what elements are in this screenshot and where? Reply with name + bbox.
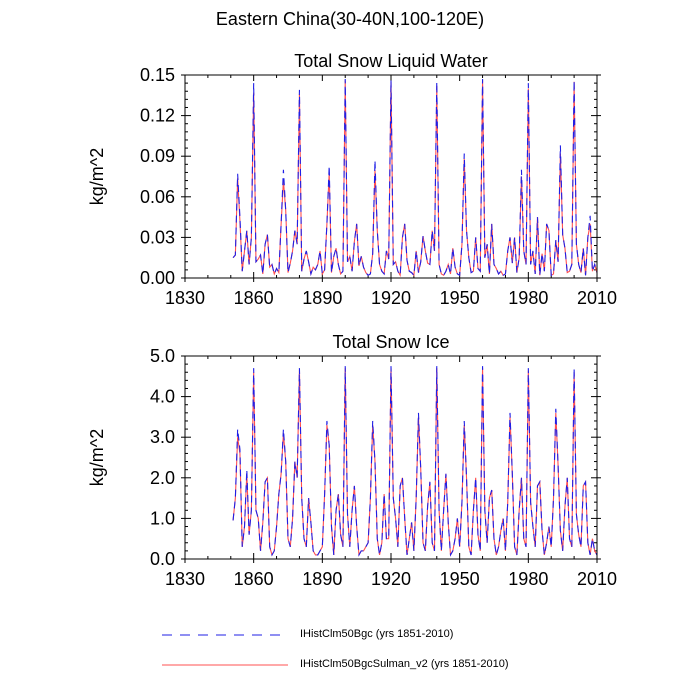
y-tick-label: 5.0 bbox=[150, 346, 175, 366]
y-tick-label: 0.15 bbox=[140, 65, 175, 85]
y-tick-label: 3.0 bbox=[150, 427, 175, 447]
series-line-1 bbox=[232, 79, 598, 278]
x-tick-label: 2010 bbox=[577, 288, 617, 308]
y-tick-label: 0.03 bbox=[140, 227, 175, 247]
y-axis-label: kg/m^2 bbox=[87, 148, 107, 205]
page-title: Eastern China(30-40N,100-120E) bbox=[215, 9, 485, 29]
y-tick-label: 0.0 bbox=[150, 549, 175, 569]
plot-frame bbox=[184, 355, 598, 560]
x-tick-label: 1980 bbox=[508, 569, 548, 589]
x-tick-label: 1950 bbox=[440, 569, 480, 589]
y-tick-label: 4.0 bbox=[150, 387, 175, 407]
x-tick-label: 2010 bbox=[577, 569, 617, 589]
x-tick-label: 1920 bbox=[371, 569, 411, 589]
chart-panel-snow-liquid-water: Total Snow Liquid Water kg/m^2 1830 1860 189… bbox=[87, 51, 617, 308]
x-tick-label: 1980 bbox=[508, 288, 548, 308]
x-tick-label: 1860 bbox=[234, 569, 274, 589]
legend-label-series2: IHistClm50BgcSulman_v2 (yrs 1851-2010) bbox=[300, 658, 509, 670]
chart-title: Total Snow Ice bbox=[332, 332, 449, 352]
y-tick-label: 1.0 bbox=[150, 508, 175, 528]
x-tick-label: 1920 bbox=[371, 288, 411, 308]
x-tick-label: 1830 bbox=[165, 569, 205, 589]
series-line-2 bbox=[232, 80, 598, 278]
chart-title: Total Snow Liquid Water bbox=[294, 51, 487, 71]
y-axis-label: kg/m^2 bbox=[87, 429, 107, 486]
chart-panel-snow-ice: Total Snow Ice kg/m^2 1830 1860 1890 1920 1950… bbox=[87, 332, 617, 589]
y-tick-label: 2.0 bbox=[150, 468, 175, 488]
x-tick-label: 1830 bbox=[165, 288, 205, 308]
x-tick-label: 1950 bbox=[440, 288, 480, 308]
legend-label-series1: IHistClm50Bgc (yrs 1851-2010) bbox=[300, 628, 454, 640]
x-tick-label: 1860 bbox=[234, 288, 274, 308]
y-tick-label: 0.06 bbox=[140, 187, 175, 207]
series-line-1 bbox=[232, 366, 598, 557]
y-tick-label: 0.00 bbox=[140, 268, 175, 288]
legend-swatch-series2 bbox=[162, 664, 288, 666]
y-tick-label: 0.12 bbox=[140, 106, 175, 126]
x-tick-label: 1890 bbox=[302, 569, 342, 589]
plot-frame bbox=[184, 74, 598, 279]
x-tick-label: 1890 bbox=[302, 288, 342, 308]
legend-swatch-series1 bbox=[162, 634, 288, 636]
y-tick-label: 0.09 bbox=[140, 146, 175, 166]
